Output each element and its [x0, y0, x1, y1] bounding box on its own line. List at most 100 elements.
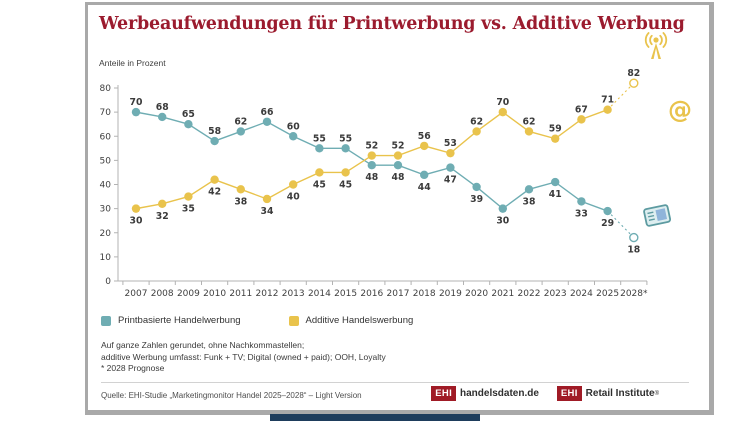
svg-text:45: 45 [313, 179, 326, 190]
svg-text:2010: 2010 [203, 289, 226, 299]
svg-text:2008: 2008 [151, 289, 174, 299]
svg-text:70: 70 [130, 97, 143, 108]
svg-text:71: 71 [601, 95, 614, 106]
chart-svg: 0 10 20 30 40 50 60 70 80 2007 2008 2009 2010 2011 201… [100, 68, 648, 299]
logo-handelsdaten: EHI handelsdaten.de [431, 386, 539, 401]
svg-text:62: 62 [470, 116, 483, 127]
legend-label-print: Printbasierte Handelwerbung [118, 315, 241, 326]
registered-mark: ® [654, 390, 659, 397]
axis-units-label: Anteile in Prozent [99, 58, 166, 68]
svg-text:60: 60 [287, 121, 300, 132]
svg-text:53: 53 [444, 138, 457, 149]
svg-text:18: 18 [627, 245, 640, 256]
ehi-logo-box: EHI [431, 386, 457, 401]
svg-text:2018: 2018 [413, 289, 436, 299]
footer-divider [101, 382, 689, 383]
svg-text:60: 60 [100, 132, 112, 142]
logo-retail-institute: EHI Retail Institute ® [556, 386, 659, 401]
svg-text:30: 30 [100, 205, 112, 215]
svg-text:67: 67 [575, 104, 588, 115]
svg-text:2019: 2019 [439, 289, 462, 299]
svg-text:2014: 2014 [308, 289, 331, 299]
svg-text:52: 52 [365, 141, 378, 152]
footnote-line: additive Werbung umfasst: Funk + TV; Dig… [101, 351, 386, 362]
svg-text:2022: 2022 [518, 289, 541, 299]
svg-text:2015: 2015 [334, 289, 357, 299]
svg-text:20: 20 [100, 229, 112, 239]
svg-text:39: 39 [470, 194, 483, 205]
svg-text:2028*: 2028* [620, 289, 648, 299]
svg-text:2012: 2012 [256, 289, 279, 299]
footer-logos: EHI handelsdaten.de EHI Retail Institute… [413, 386, 659, 401]
svg-text:56: 56 [418, 131, 431, 142]
svg-text:34: 34 [261, 206, 274, 217]
svg-text:2025: 2025 [596, 289, 619, 299]
newspaper-icon [643, 204, 672, 227]
svg-text:32: 32 [156, 211, 169, 222]
svg-text:2024: 2024 [570, 289, 593, 299]
legend-item-additive: Additive Handelswerbung [288, 315, 414, 326]
svg-text:82: 82 [627, 68, 640, 79]
legend-item-print: Printbasierte Handelwerbung [101, 315, 241, 326]
footnote-line: Auf ganze Zahlen gerundet, ohne Nachkomm… [101, 340, 305, 350]
legend-swatch-print-icon [101, 315, 111, 326]
svg-text:40: 40 [287, 192, 300, 203]
legend: Printbasierte Handelwerbung Additive Han… [101, 315, 461, 326]
legend-swatch-additive-icon [288, 315, 299, 326]
svg-text:41: 41 [549, 189, 562, 200]
svg-text:2013: 2013 [282, 289, 305, 299]
svg-text:55: 55 [313, 133, 326, 144]
svg-text:68: 68 [156, 102, 169, 113]
svg-text:2011: 2011 [229, 289, 252, 299]
svg-text:35: 35 [182, 204, 195, 215]
at-icon: @ [668, 97, 692, 124]
svg-text:58: 58 [208, 126, 221, 137]
svg-text:30: 30 [130, 216, 143, 227]
svg-text:62: 62 [234, 116, 247, 127]
svg-text:0: 0 [105, 277, 111, 287]
svg-text:70: 70 [100, 108, 112, 118]
svg-text:2016: 2016 [360, 289, 383, 299]
ehi-logo-box: EHI [556, 386, 582, 401]
svg-text:29: 29 [601, 218, 614, 229]
svg-text:40: 40 [100, 181, 112, 191]
svg-text:44: 44 [418, 182, 431, 193]
svg-text:52: 52 [392, 141, 405, 152]
svg-text:@: @ [668, 97, 692, 124]
footnotes: Auf ganze Zahlen gerundet, ohne Nachkomm… [101, 340, 386, 375]
logo-label-retail-institute: Retail Institute [585, 388, 655, 399]
svg-text:70: 70 [496, 97, 509, 108]
legend-label-additive: Additive Handelswerbung [305, 315, 414, 326]
svg-text:48: 48 [365, 172, 378, 183]
svg-text:33: 33 [575, 208, 588, 219]
bottom-bar [270, 414, 480, 421]
logo-label-handelsdaten: handelsdaten.de [460, 388, 539, 399]
svg-text:2020: 2020 [465, 289, 488, 299]
svg-text:80: 80 [100, 84, 112, 94]
svg-text:50: 50 [100, 156, 112, 166]
source-text: Quelle: EHI-Studie „Marketingmonitor Han… [101, 391, 362, 400]
svg-text:2023: 2023 [544, 289, 567, 299]
svg-text:2007: 2007 [125, 289, 148, 299]
slide-card: Werbeaufwendungen für Printwerbung vs. A… [85, 2, 714, 415]
svg-text:30: 30 [496, 216, 509, 227]
svg-text:66: 66 [261, 107, 274, 118]
svg-text:48: 48 [392, 172, 405, 183]
page-title: Werbeaufwendungen für Printwerbung vs. A… [99, 14, 685, 34]
svg-text:65: 65 [182, 109, 195, 120]
svg-text:38: 38 [234, 196, 247, 207]
svg-text:2009: 2009 [177, 289, 200, 299]
svg-text:2021: 2021 [491, 289, 514, 299]
broadcast-icon [644, 32, 668, 59]
slide-card-inner: Werbeaufwendungen für Printwerbung vs. A… [88, 5, 709, 410]
svg-text:55: 55 [339, 133, 352, 144]
svg-text:2017: 2017 [387, 289, 410, 299]
svg-text:45: 45 [339, 179, 352, 190]
footnote-line: * 2028 Prognose [101, 363, 165, 373]
svg-text:62: 62 [523, 116, 536, 127]
svg-text:59: 59 [549, 124, 562, 135]
svg-text:42: 42 [208, 187, 221, 198]
svg-text:38: 38 [523, 196, 536, 207]
svg-text:10: 10 [100, 253, 112, 263]
